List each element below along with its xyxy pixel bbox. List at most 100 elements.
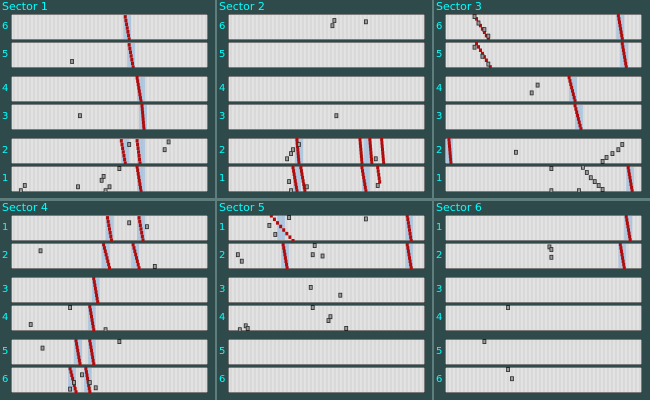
track-hit bbox=[380, 138, 383, 141]
noise-hit bbox=[605, 156, 608, 160]
layer-label: 5 bbox=[2, 49, 10, 61]
layer-background bbox=[228, 367, 425, 393]
track-hit bbox=[627, 228, 630, 232]
layer-background bbox=[228, 305, 425, 331]
track-hit bbox=[574, 104, 577, 107]
track-hit bbox=[618, 20, 621, 24]
noise-hit bbox=[288, 180, 291, 184]
track-hit bbox=[448, 144, 451, 148]
layer-background bbox=[445, 243, 642, 269]
track-hit bbox=[134, 253, 137, 257]
track-hit bbox=[576, 114, 579, 118]
layer-strip bbox=[228, 14, 425, 40]
track-hit bbox=[302, 179, 305, 183]
track-hit bbox=[292, 239, 295, 241]
track-hit bbox=[121, 147, 124, 151]
track-hit bbox=[138, 216, 141, 220]
track-hit bbox=[376, 166, 379, 169]
track-hit bbox=[382, 161, 385, 164]
track-hit bbox=[406, 243, 409, 246]
track-hit bbox=[410, 266, 413, 269]
track-hit bbox=[286, 266, 289, 269]
track-hit bbox=[382, 158, 385, 162]
layer-strip bbox=[228, 138, 425, 164]
track-hit bbox=[284, 260, 287, 264]
track-hit bbox=[409, 232, 412, 236]
track-hit bbox=[109, 231, 112, 235]
layer-strip bbox=[11, 277, 208, 303]
layer-label: 5 bbox=[219, 49, 227, 61]
layer-label: 6 bbox=[219, 374, 227, 386]
track-hit bbox=[359, 144, 362, 148]
track-hit bbox=[75, 339, 78, 342]
track-hit bbox=[630, 183, 633, 187]
track-hit bbox=[109, 235, 112, 239]
noise-hit bbox=[313, 244, 316, 248]
layer-background bbox=[228, 138, 425, 164]
track-hit bbox=[620, 34, 623, 38]
noise-hit bbox=[311, 306, 314, 310]
layer-strip bbox=[445, 339, 642, 365]
track-hit bbox=[360, 158, 363, 162]
layer-strip bbox=[11, 305, 208, 331]
track-hit bbox=[139, 186, 142, 190]
layer-strip bbox=[11, 104, 208, 130]
track-hit bbox=[360, 155, 363, 159]
track-hit bbox=[138, 158, 141, 162]
layer-background bbox=[445, 104, 642, 130]
noise-hit bbox=[364, 20, 367, 24]
track-hit bbox=[139, 161, 142, 164]
noise-hit bbox=[585, 171, 588, 175]
track-hit bbox=[102, 243, 105, 246]
layer-background bbox=[228, 215, 425, 241]
track-hit bbox=[132, 243, 135, 246]
noise-hit bbox=[102, 174, 105, 178]
track-hit bbox=[107, 224, 110, 228]
track-hit bbox=[292, 169, 295, 173]
layer-strip bbox=[445, 14, 642, 40]
track-hit bbox=[302, 183, 305, 187]
sector-panel: Sector 4 1 2 3 4 5 6 bbox=[0, 201, 214, 397]
track-hit bbox=[620, 31, 623, 35]
layer-background bbox=[228, 104, 425, 130]
track-hit bbox=[140, 231, 143, 235]
track-hit bbox=[88, 390, 91, 393]
track-hit bbox=[136, 143, 139, 147]
noise-hit bbox=[240, 259, 243, 263]
track-hit bbox=[137, 172, 140, 176]
track-hit bbox=[104, 249, 107, 253]
noise-hit bbox=[78, 114, 81, 118]
layer-strip bbox=[228, 215, 425, 241]
track-hit bbox=[139, 96, 142, 100]
noise-hit bbox=[329, 315, 332, 319]
noise-hit bbox=[118, 340, 121, 344]
track-hit bbox=[626, 221, 629, 225]
track-hit bbox=[620, 249, 623, 253]
layer-background bbox=[11, 339, 208, 365]
noise-hit bbox=[286, 157, 289, 161]
noise-hit bbox=[94, 386, 97, 390]
track-hit bbox=[273, 218, 276, 222]
sector-title: Sector 1 bbox=[2, 0, 48, 14]
track-hit bbox=[619, 246, 622, 250]
track-hit bbox=[621, 253, 624, 257]
track-hit bbox=[362, 172, 365, 176]
noise-hit bbox=[530, 91, 533, 95]
noise-hit bbox=[236, 253, 239, 257]
noise-hit bbox=[487, 34, 490, 38]
track-hit bbox=[382, 155, 385, 159]
track-hit bbox=[125, 23, 128, 27]
track-hit bbox=[619, 243, 622, 246]
track-hit bbox=[126, 30, 129, 34]
track-hit bbox=[105, 256, 108, 260]
track-hit bbox=[406, 246, 409, 250]
track-hit bbox=[137, 83, 140, 87]
noise-hit bbox=[550, 189, 553, 192]
noise-hit bbox=[39, 249, 42, 253]
track-hit bbox=[88, 305, 91, 308]
track-hit bbox=[623, 55, 626, 59]
track-hit bbox=[369, 144, 372, 148]
track-hit bbox=[369, 151, 372, 155]
noise-hit bbox=[145, 225, 148, 229]
track-hit bbox=[85, 370, 88, 374]
